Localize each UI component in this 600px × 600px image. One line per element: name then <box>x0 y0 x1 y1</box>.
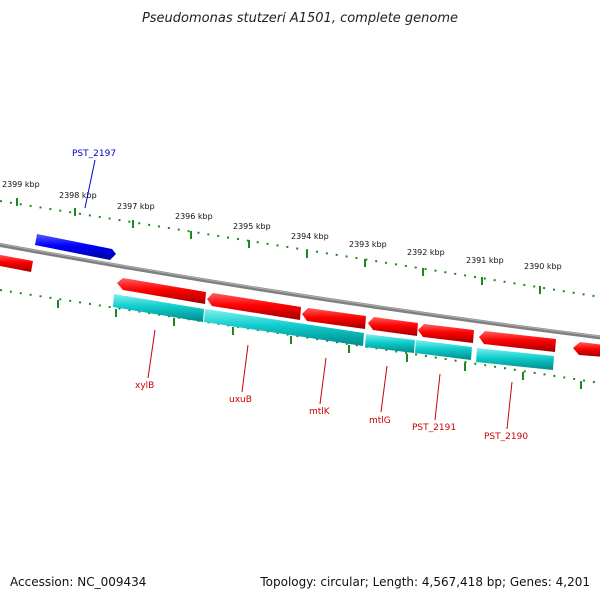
tick-label: 2396 kbp <box>175 212 213 221</box>
gene-label-pst2191[interactable]: PST_2191 <box>412 423 456 433</box>
gene-label-pst2190[interactable]: PST_2190 <box>484 432 528 442</box>
gene-label-uxub[interactable]: uxuB <box>229 395 252 405</box>
leader-xylb <box>147 329 156 379</box>
outer-major-ticks <box>16 198 541 294</box>
tick-labels: 2399 kbp 2398 kbp 2397 kbp 2396 kbp 2395… <box>2 180 562 271</box>
gene-plus-pst2197[interactable] <box>35 234 116 260</box>
leader-pst2197 <box>84 159 96 209</box>
tick-label: 2392 kbp <box>407 248 445 257</box>
genome-info-text: Topology: circular; Length: 4,567,418 bp… <box>259 575 590 589</box>
cds-uxub-mtlk[interactable] <box>204 309 364 346</box>
gene-label-xylb[interactable]: xylB <box>135 381 154 391</box>
gene-label-pst2197[interactable]: PST_2197 <box>72 149 116 159</box>
gene-labels: PST_2197 xylB uxuB mtlK mtlG PST_2191 PS… <box>72 149 528 442</box>
tick-label: 2391 kbp <box>466 256 504 265</box>
gene-pst2190[interactable] <box>479 331 556 352</box>
tick-label: 2399 kbp <box>2 180 40 189</box>
leader-uxub <box>241 344 249 393</box>
genome-backbone <box>0 242 600 340</box>
map-title: Pseudomonas stutzeri A1501, complete gen… <box>142 11 458 26</box>
gene-label-mtlg[interactable]: mtlG <box>369 416 391 426</box>
gene-label-mtlk[interactable]: mtlK <box>309 407 331 417</box>
gene-left-partial[interactable] <box>0 254 33 272</box>
outer-tick-track <box>0 200 600 298</box>
inner-major-ticks <box>57 300 582 389</box>
cds-pst2191[interactable] <box>415 340 472 360</box>
leader-pst2191 <box>434 373 441 421</box>
leader-pst2190 <box>506 381 513 430</box>
tick-label: 2397 kbp <box>117 202 155 211</box>
cds-track <box>113 294 554 370</box>
tick-label: 2393 kbp <box>349 240 387 249</box>
gene-xylb[interactable] <box>117 278 206 304</box>
leader-mtlk <box>319 357 327 405</box>
gene-right-partial[interactable] <box>573 342 600 357</box>
genome-backbone-highlight <box>0 243 600 337</box>
gene-mtlg[interactable] <box>368 317 418 336</box>
cds-pst2190[interactable] <box>476 348 554 370</box>
leader-mtlg <box>380 365 388 413</box>
tick-label: 2394 kbp <box>291 232 329 241</box>
tick-label: 2395 kbp <box>233 222 271 231</box>
label-leaders <box>84 159 513 430</box>
gene-pst2191[interactable] <box>418 324 474 343</box>
accession-text: Accession: NC_009434 <box>10 575 146 589</box>
minus-strand-genes <box>0 254 600 357</box>
cds-mtlg[interactable] <box>365 334 415 353</box>
gene-mtlk[interactable] <box>302 308 366 329</box>
inner-tick-track <box>0 289 600 384</box>
cds-xylb[interactable] <box>113 294 204 322</box>
tick-label: 2390 kbp <box>524 262 562 271</box>
tick-label: 2398 kbp <box>59 191 97 200</box>
gene-uxub[interactable] <box>207 293 301 320</box>
